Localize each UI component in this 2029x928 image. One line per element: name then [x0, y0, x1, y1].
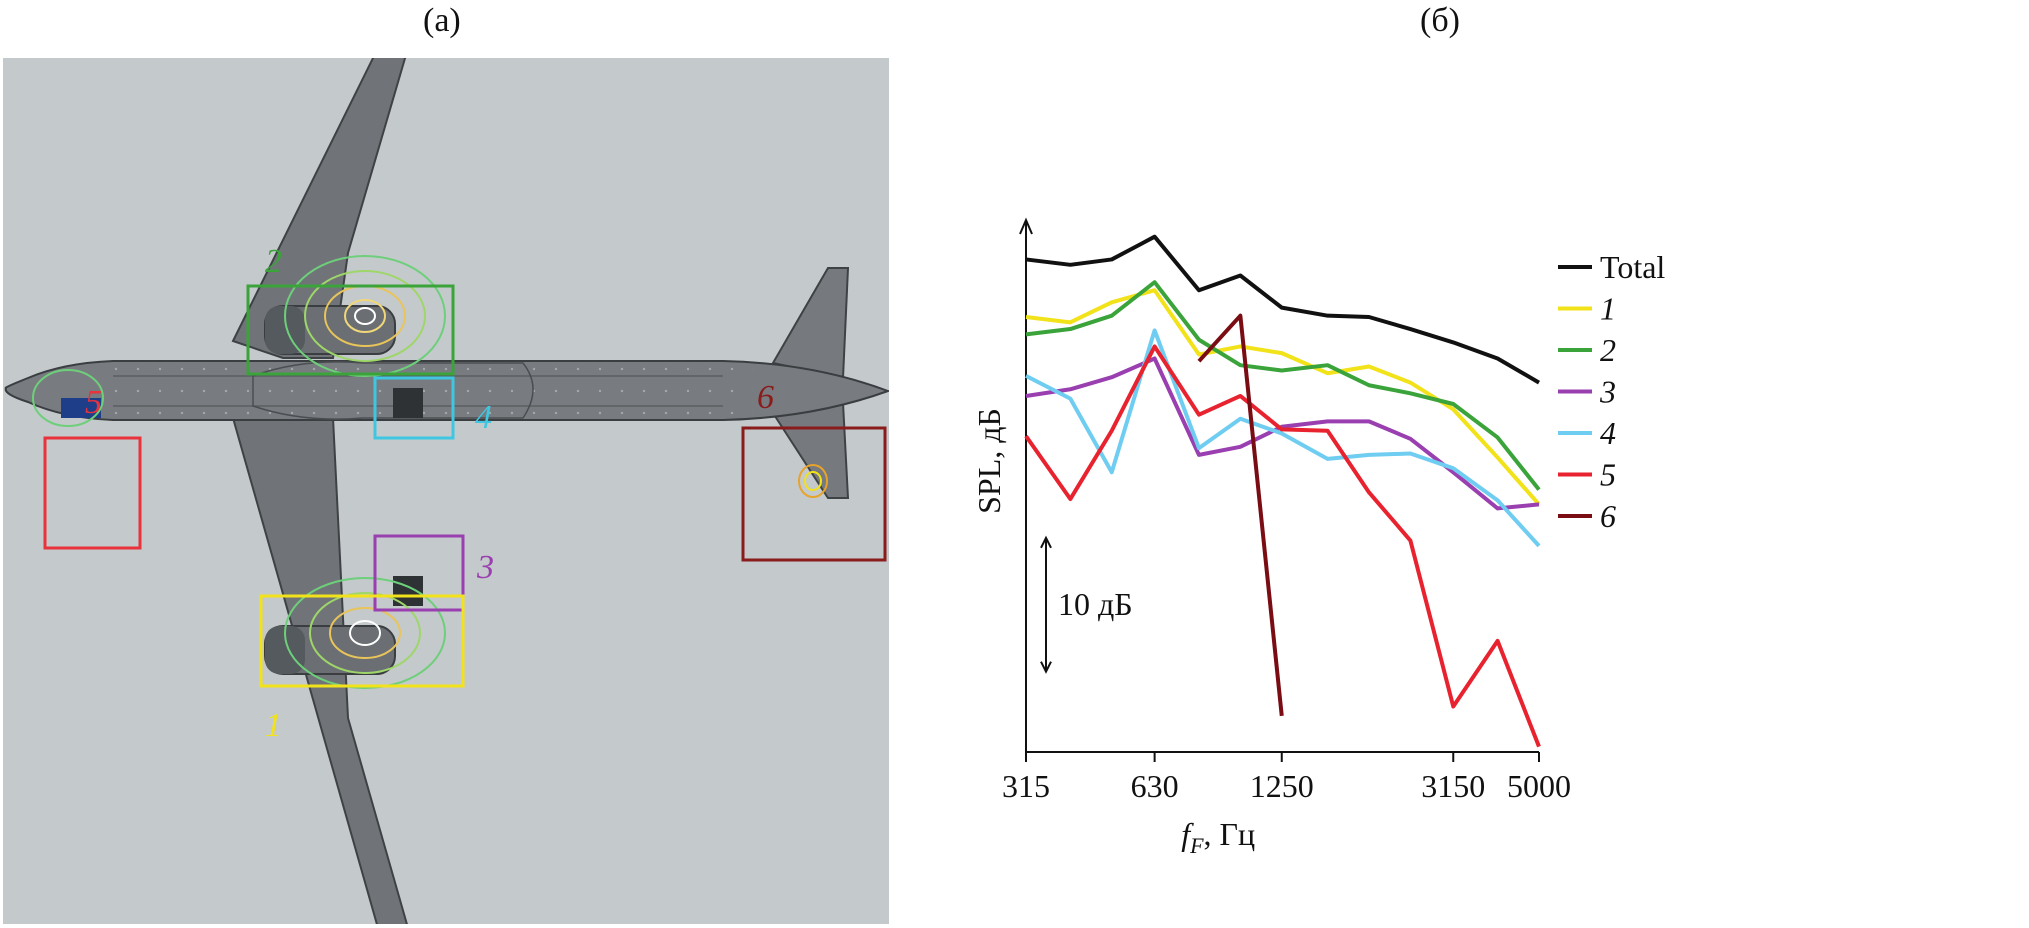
legend-label: 5 — [1600, 457, 1616, 493]
chart-series — [1024, 234, 1541, 748]
scale-bar-label: 10 дБ — [1058, 586, 1133, 622]
zone-label-3: 3 — [476, 549, 494, 586]
chart-svg: 315 630 1250 3150 5000 10 дБ Total 1 2 3 4 5 6 SPL,… — [971, 217, 1665, 858]
series-line-3 — [1025, 356, 1540, 511]
aircraft-source-map: 5 2 4 6 3 1 — [3, 58, 889, 924]
x-tick-label: 1250 — [1250, 768, 1314, 804]
series-line-4 — [1025, 328, 1541, 548]
x-tick-label: 630 — [1131, 768, 1179, 804]
x-tick-label: 3150 — [1421, 768, 1485, 804]
series-line-1 — [1025, 288, 1541, 506]
zone-box-4 — [373, 376, 455, 440]
x-tick-label: 315 — [1002, 768, 1050, 804]
legend-label: 6 — [1600, 498, 1616, 534]
y-axis-label: SPL, дБ — [971, 408, 1007, 514]
chart-axes: 315 630 1250 3150 5000 10 дБ — [1002, 217, 1571, 804]
x-tick-label: 5000 — [1507, 768, 1571, 804]
zone-label-2: 2 — [265, 243, 282, 280]
zone-box-1 — [259, 594, 465, 688]
legend-label: Total — [1600, 249, 1665, 285]
series-line-2 — [1025, 280, 1541, 491]
chart-labels: SPL, дБ fF, Гц — [971, 408, 1255, 858]
source-zone-boxes — [43, 284, 887, 688]
series-line-6 — [1197, 313, 1284, 717]
legend-label: 2 — [1600, 332, 1616, 368]
zone-box-2 — [246, 284, 455, 376]
scale-bar-arrow-up — [1040, 535, 1052, 549]
panel-label-a: (а) — [423, 2, 461, 39]
series-line-total — [1025, 234, 1541, 385]
zone-label-5: 5 — [85, 384, 102, 421]
zone-box-6 — [741, 426, 887, 562]
panel-label-b: (б) — [1420, 2, 1460, 39]
x-axis-label: fF, Гц — [1181, 816, 1255, 858]
zone-box-5 — [43, 436, 142, 550]
zone-label-1: 1 — [265, 707, 282, 744]
series-line-5 — [1024, 344, 1541, 748]
legend-label: 1 — [1600, 291, 1616, 327]
zone-box-3 — [373, 534, 465, 612]
legend-label: 4 — [1600, 415, 1616, 451]
zone-label-6: 6 — [757, 379, 774, 416]
scale-bar-arrow-down — [1040, 661, 1052, 674]
spl-spectrum-chart: 315 630 1250 3150 5000 10 дБ Total 1 2 3 4 5 6 SPL,… — [900, 200, 2029, 928]
y-axis-arrow — [1019, 217, 1033, 235]
legend-label: 3 — [1599, 374, 1616, 410]
aircraft-illustration: 5 2 4 6 3 1 — [3, 58, 889, 924]
chart-legend: Total 1 2 3 4 5 6 — [1558, 249, 1665, 534]
zone-label-4: 4 — [475, 399, 492, 436]
